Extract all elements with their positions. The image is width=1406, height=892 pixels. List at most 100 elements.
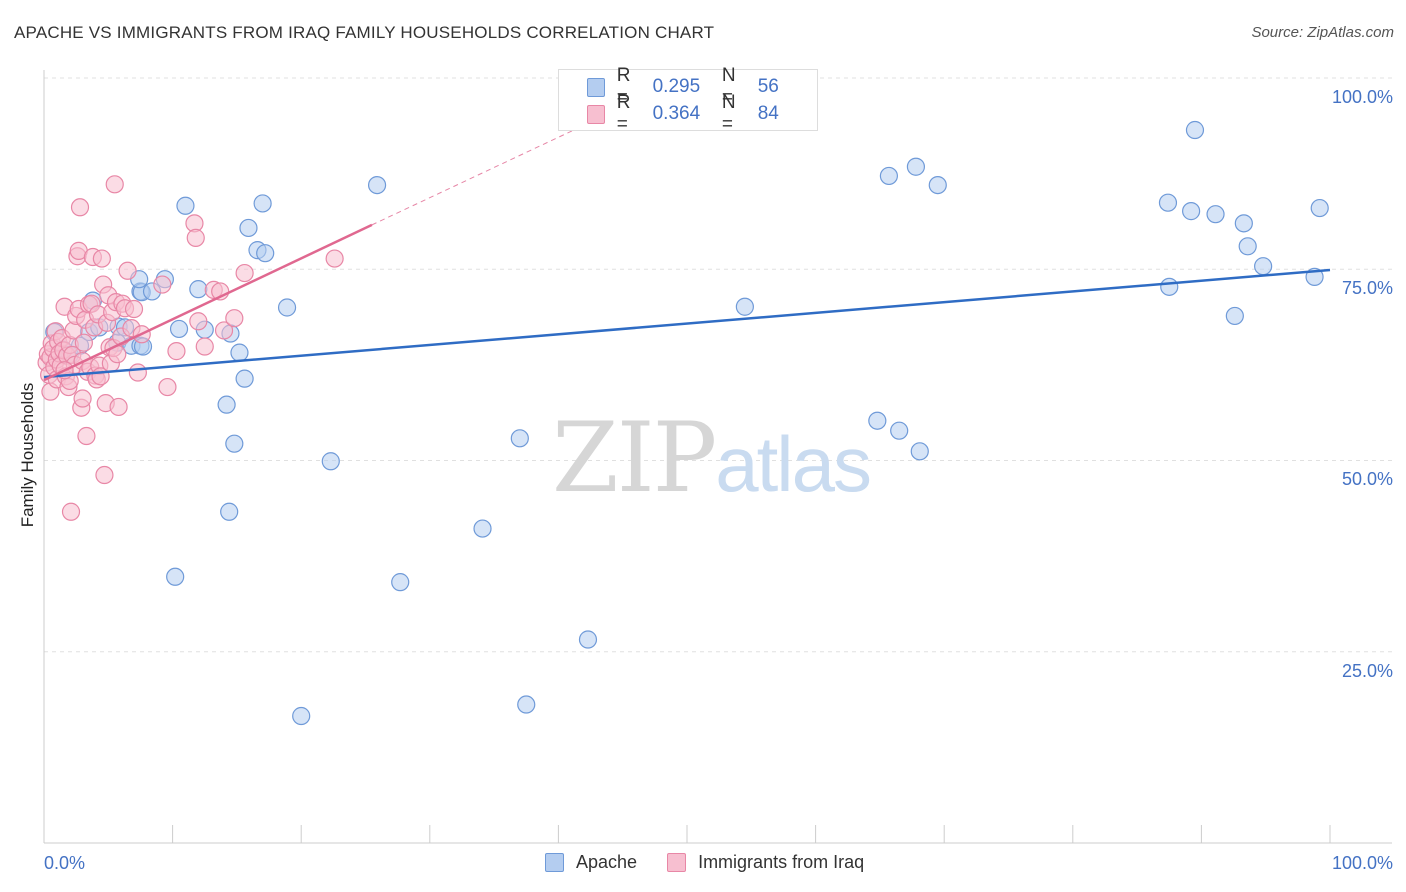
apache-point (1254, 257, 1273, 276)
iraq-points (37, 175, 344, 521)
apache-point (1225, 306, 1244, 326)
trend-lines (43, 106, 1331, 382)
apache-n-label: N = (721, 65, 736, 108)
y-tick-label-50: 50.0% (1342, 469, 1393, 489)
apache-point (906, 157, 926, 176)
apache-point (239, 218, 258, 238)
iraq-trend-extension (371, 106, 623, 226)
apache-legend-label: Apache (576, 852, 638, 872)
stats-legend-iraq: R = 0.364 N = 84 (587, 92, 817, 135)
apache-point (910, 442, 929, 461)
iraq-r-value: 0.364 (652, 103, 701, 124)
iraq-point (214, 321, 234, 340)
apache-point (256, 244, 275, 263)
iraq-point (124, 299, 144, 319)
iraq-r-label: R = (616, 92, 631, 135)
series-legend: Apache Immigrants from Iraq (545, 852, 894, 873)
iraq-point (195, 337, 214, 356)
iraq-point (325, 249, 344, 268)
apache-point (1310, 198, 1329, 218)
x-tick-label-max: 100.0% (1332, 853, 1393, 873)
apache-point (277, 298, 297, 317)
iraq-point (74, 333, 93, 352)
iraq-point (167, 342, 186, 361)
grid-lines (44, 77, 1392, 653)
apache-point (473, 519, 492, 538)
apache-point (1158, 193, 1178, 212)
iraq-point (70, 198, 90, 217)
apache-point (1206, 205, 1225, 224)
iraq-point (109, 397, 128, 417)
iraq-point (128, 363, 147, 382)
iraq-swatch (587, 104, 605, 124)
iraq-point (92, 249, 111, 268)
apache-point (225, 434, 244, 453)
iraq-point (118, 261, 137, 280)
apache-point (220, 502, 239, 521)
watermark-zip: ZIP (552, 402, 717, 514)
apache-r-value: 0.295 (652, 76, 701, 97)
apache-point (890, 421, 909, 440)
apache-point (217, 395, 236, 414)
apache-point (510, 429, 529, 448)
apache-point (176, 196, 195, 215)
apache-point (735, 297, 754, 316)
legend-item-apache[interactable]: Apache (545, 852, 637, 873)
apache-point (235, 369, 254, 388)
stats-legend-apache: R = 0.295 N = 56 (587, 65, 817, 108)
apache-point (879, 166, 899, 186)
apache-point (391, 573, 410, 592)
x-tick-label-min: 0.0% (44, 853, 85, 873)
apache-point (578, 630, 598, 649)
source-label: Source: ZipAtlas.com (1251, 24, 1394, 41)
apache-point (517, 695, 536, 714)
chart-title: APACHE VS IMMIGRANTS FROM IRAQ FAMILY HO… (14, 23, 715, 42)
apache-point (868, 411, 887, 430)
iraq-n-value: 84 (757, 103, 779, 124)
apache-point (230, 343, 249, 362)
iraq-point (105, 175, 124, 194)
apache-point (292, 706, 311, 726)
apache-point (189, 280, 208, 299)
iraq-point (61, 502, 81, 521)
legend-item-iraq[interactable]: Immigrants from Iraq (667, 852, 864, 873)
iraq-legend-swatch (667, 853, 687, 872)
iraq-legend-label: Immigrants from Iraq (698, 852, 865, 872)
tick-labels: 0.0% 100.0% 25.0% 50.0% 75.0% 100.0% (44, 87, 1393, 873)
zipatlas-watermark: ZIPatlas (552, 402, 872, 514)
apache-point (166, 567, 185, 586)
iraq-point (235, 263, 254, 283)
apache-point (1238, 237, 1257, 256)
apache-point (169, 319, 189, 339)
apache-point (1185, 120, 1205, 140)
y-tick-label-75: 75.0% (1342, 278, 1393, 298)
apache-point (1160, 277, 1179, 296)
iraq-trend-line (43, 223, 373, 382)
iraq-point (225, 309, 244, 328)
iraq-point (77, 426, 96, 446)
iraq-point (189, 312, 208, 331)
apache-swatch (587, 77, 605, 97)
y-tick-label-25: 25.0% (1342, 661, 1393, 681)
apache-point (928, 176, 947, 195)
apache-point (321, 452, 340, 471)
apache-r-label: R = (616, 65, 631, 108)
iraq-point (186, 228, 205, 247)
apache-point (367, 176, 387, 195)
iraq-point (95, 465, 114, 485)
y-tick-label-100: 100.0% (1332, 87, 1393, 107)
iraq-point (158, 377, 177, 397)
iraq-point (153, 275, 172, 294)
apache-point (1182, 202, 1201, 221)
apache-n-value: 56 (757, 76, 779, 97)
axes (43, 70, 1392, 844)
apache-trend-line (43, 268, 1331, 379)
apache-legend-swatch (545, 853, 564, 872)
iraq-point (73, 389, 92, 408)
iraq-n-label: N = (721, 92, 736, 135)
apache-point (253, 194, 272, 213)
watermark-atlas: atlas (715, 420, 872, 508)
stats-legend: R = 0.295 N = 56 R = 0.364 N = 84 (558, 65, 818, 135)
apache-point (1234, 214, 1253, 233)
